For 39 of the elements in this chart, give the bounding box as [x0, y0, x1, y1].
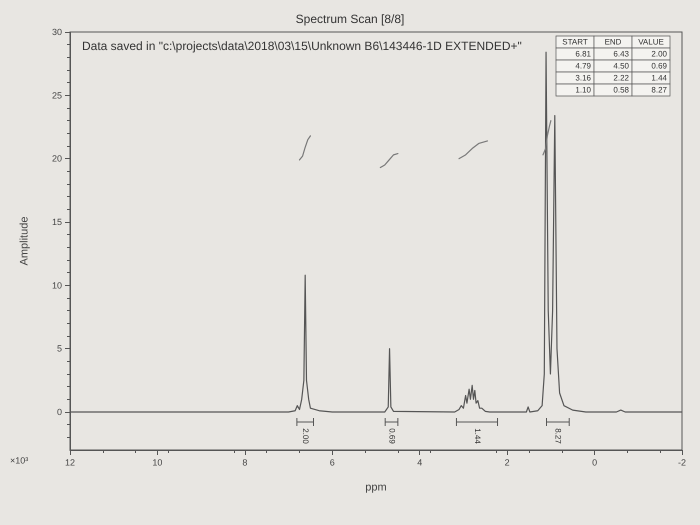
x-axis-title: ppm [365, 482, 387, 494]
annotation: END [604, 38, 622, 46]
text: Data saved in "c:\projects\data\2018\03\15\Unknown B6\143446-1D EXTENDED+" [82, 39, 522, 53]
x-tick-label: 4 [417, 458, 422, 468]
y-tick-label: 20 [52, 154, 62, 164]
annotation: 3.16 [575, 74, 592, 82]
annotation: VALUE [638, 38, 664, 46]
y-tick-label: 30 [52, 27, 62, 37]
x-tick-label: 8 [242, 458, 248, 468]
annotation: 6.43 [613, 50, 630, 58]
x-tick-label: 12 [64, 458, 76, 468]
x-tick-label: 10 [152, 458, 162, 468]
text: ×10³ [10, 456, 28, 466]
annotation: 6.81 [575, 50, 592, 58]
annotation: 0.58 [613, 86, 630, 94]
annotation: 2.00 [651, 50, 668, 58]
chart-title: Spectrum Scan [8/8] [296, 12, 404, 26]
y-tick-label: 5 [56, 344, 62, 354]
annotation: 4.50 [613, 62, 630, 70]
annotation: 4.79 [575, 62, 592, 70]
x-tick-label: 2 [504, 458, 510, 468]
y-tick-label: 10 [52, 280, 62, 290]
y-tick-label: 0 [56, 407, 62, 417]
annotation: 0.69 [387, 428, 396, 444]
annotation: START [562, 38, 588, 46]
annotation: 1.10 [575, 86, 592, 94]
y-tick-label: 15 [52, 217, 62, 227]
annotation: 8.27 [554, 428, 563, 444]
annotation: 2.00 [301, 428, 310, 444]
annotation: 8.27 [651, 86, 668, 94]
x-tick-label: 6 [330, 458, 335, 468]
y-axis-title: Amplitude [18, 216, 30, 266]
annotation: 1.44 [472, 428, 482, 444]
y-tick-label: 25 [52, 90, 62, 100]
annotation: 1.44 [651, 74, 668, 82]
x-tick-label: 0 [592, 458, 598, 468]
annotation: 2.22 [613, 74, 630, 82]
annotation: 0.69 [651, 62, 668, 70]
x-tick-label: -2 [678, 458, 686, 468]
